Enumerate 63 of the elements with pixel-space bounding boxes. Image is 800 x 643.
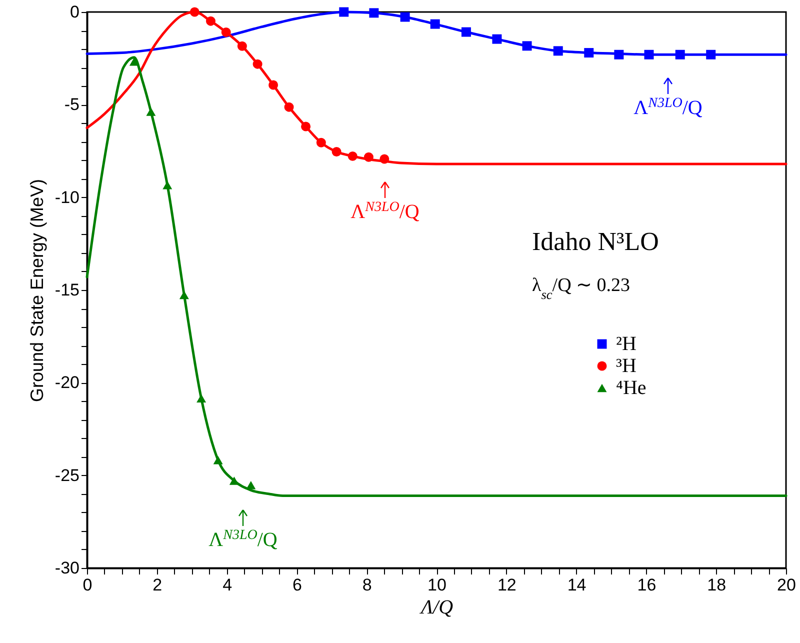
annotation: Λ$^{N3LO}$/Q bbox=[208, 528, 278, 551]
point bbox=[246, 481, 256, 490]
point bbox=[284, 102, 294, 112]
point bbox=[492, 34, 502, 44]
annotation: Λ$^{N3LO}$/Q bbox=[350, 200, 420, 223]
point bbox=[339, 7, 349, 17]
point bbox=[179, 290, 189, 300]
point bbox=[380, 154, 390, 164]
x-tick-label: 4 bbox=[222, 576, 232, 594]
y-tick-label: 0 bbox=[70, 2, 80, 22]
x-tick-label: 8 bbox=[362, 576, 372, 594]
point bbox=[522, 41, 532, 51]
x-tick-label: 12 bbox=[497, 576, 516, 594]
point bbox=[252, 59, 262, 69]
x-tick-label: 18 bbox=[707, 576, 726, 594]
y-axis-title: Ground State Energy (MeV) bbox=[26, 178, 47, 402]
y-tick-label: -25 bbox=[54, 466, 80, 485]
point bbox=[146, 108, 156, 116]
y-tick-label: -10 bbox=[54, 188, 80, 207]
line-series bbox=[86, 56, 788, 497]
point bbox=[553, 46, 563, 56]
y-tick-label: -30 bbox=[54, 558, 80, 578]
point bbox=[364, 152, 374, 162]
point bbox=[369, 8, 379, 18]
point bbox=[348, 151, 358, 161]
x-tick-label: 16 bbox=[637, 576, 656, 594]
point bbox=[614, 50, 624, 60]
annotation: λ$_{sc}$/Q ∼ 0.23 bbox=[532, 275, 630, 302]
point bbox=[332, 147, 342, 156]
point bbox=[221, 27, 231, 37]
point bbox=[316, 138, 326, 148]
x-tick-label: 0 bbox=[82, 576, 92, 594]
legend-label: ³H bbox=[616, 355, 636, 377]
y-tick-label: -15 bbox=[54, 280, 80, 300]
point bbox=[268, 80, 278, 90]
legend-label: ⁴He bbox=[616, 377, 646, 399]
y-tick-label: -5 bbox=[64, 95, 80, 114]
point bbox=[675, 50, 685, 60]
point bbox=[196, 394, 206, 403]
point bbox=[237, 41, 247, 51]
point bbox=[430, 19, 440, 29]
legend-label: ²H bbox=[616, 333, 636, 355]
point bbox=[706, 50, 716, 60]
point bbox=[400, 12, 410, 22]
x-axis-title: Λ/Q bbox=[418, 596, 454, 618]
point bbox=[584, 48, 594, 58]
point bbox=[229, 476, 239, 485]
point bbox=[644, 50, 654, 60]
point bbox=[301, 122, 311, 132]
point bbox=[461, 27, 471, 37]
annotation: Λ$^{N3LO}$/Q bbox=[634, 96, 703, 119]
x-tick-label: 10 bbox=[428, 576, 446, 594]
x-tick-label: 6 bbox=[292, 576, 302, 594]
point bbox=[213, 456, 223, 464]
point bbox=[129, 58, 139, 66]
x-tick-label: 2 bbox=[152, 576, 162, 594]
point bbox=[190, 7, 200, 17]
x-tick-label: 20 bbox=[777, 576, 796, 594]
y-tick-label: -20 bbox=[54, 373, 80, 392]
x-tick-label: 14 bbox=[567, 576, 586, 594]
point bbox=[162, 180, 172, 190]
annotation: Idaho N³LO bbox=[532, 227, 659, 256]
point bbox=[206, 16, 216, 26]
